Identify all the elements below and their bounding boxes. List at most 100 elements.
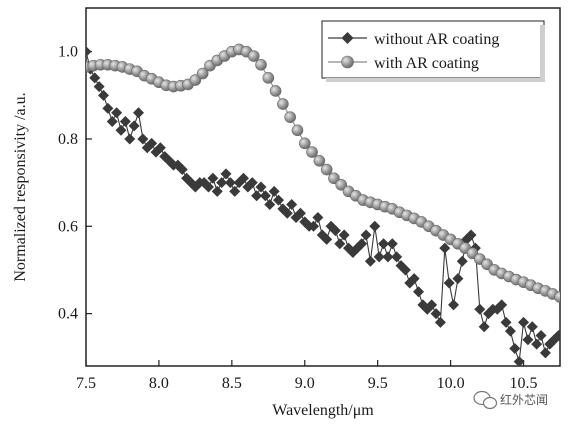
data-point-diamond	[264, 198, 276, 210]
legend-diamond-marker	[341, 32, 354, 44]
legend-circle-marker	[341, 55, 354, 69]
legend-label-without-ar: without AR coating	[374, 31, 499, 48]
data-point-diamond	[378, 238, 390, 250]
data-point-diamond	[539, 347, 551, 359]
data-point-diamond	[474, 303, 486, 315]
x-axis-title: Wavelength/μm	[272, 402, 374, 419]
series-with-ar-coating	[86, 43, 560, 303]
data-point-diamond	[338, 229, 350, 241]
data-point-diamond	[391, 251, 403, 263]
data-point-diamond	[382, 251, 394, 263]
data-point-diamond	[369, 220, 381, 232]
data-point-diamond	[386, 238, 398, 250]
data-point-diamond	[430, 308, 442, 320]
data-point-diamond	[531, 338, 543, 350]
watermark: 红外芯闻	[473, 390, 548, 410]
data-point-diamond	[553, 329, 560, 341]
data-point-diamond	[137, 133, 149, 145]
data-point-diamond	[102, 102, 114, 114]
data-point-diamond	[500, 316, 512, 328]
data-point-diamond	[286, 198, 298, 210]
data-point-diamond	[478, 321, 490, 333]
data-point-diamond	[456, 255, 468, 267]
data-point-diamond	[526, 321, 538, 333]
data-point-circle	[291, 124, 304, 137]
data-point-diamond	[128, 120, 140, 132]
data-point-diamond	[329, 225, 341, 237]
x-axis-ticks: 7.5 8.0 8.5 9.0 9.5 10.0 10.5	[76, 360, 538, 392]
data-point-diamond	[434, 316, 446, 328]
data-point-diamond	[308, 220, 320, 232]
data-point-circle	[196, 67, 209, 80]
data-point-diamond	[224, 177, 236, 189]
data-point-diamond	[373, 251, 385, 263]
x-tick-label: 10.0	[437, 375, 465, 392]
data-point-diamond	[203, 181, 215, 193]
data-point-diamond	[312, 212, 324, 224]
data-point-diamond	[216, 177, 228, 189]
data-point-diamond	[465, 229, 477, 241]
data-point-diamond	[259, 190, 271, 202]
data-point-circle	[554, 291, 560, 303]
data-point-circle	[306, 146, 318, 158]
data-point-diamond	[334, 238, 346, 250]
data-point-circle	[284, 111, 296, 123]
data-point-diamond	[89, 72, 101, 84]
data-point-diamond	[115, 124, 127, 136]
data-point-diamond	[399, 264, 411, 276]
data-point-diamond	[294, 207, 306, 219]
data-point-diamond	[255, 181, 267, 193]
data-point-circle	[335, 179, 348, 191]
data-point-circle	[247, 50, 260, 62]
series-without-ar-coating	[86, 46, 560, 366]
data-point-diamond	[360, 229, 372, 241]
wechat-icon	[473, 390, 498, 410]
data-point-diamond	[364, 255, 376, 267]
y-tick-label: 0.4	[58, 306, 78, 323]
x-tick-label: 10.5	[510, 375, 538, 392]
data-point-diamond	[229, 185, 241, 197]
data-point-diamond	[133, 107, 145, 119]
data-point-circle	[262, 72, 275, 84]
data-point-diamond	[496, 299, 508, 311]
data-point-diamond	[522, 334, 534, 346]
data-point-diamond	[146, 137, 158, 149]
data-point-diamond	[246, 177, 258, 189]
data-point-circle	[328, 172, 340, 185]
data-point-diamond	[220, 168, 232, 180]
data-point-circle	[277, 98, 289, 110]
watermark-text: 红外芯闻	[500, 392, 548, 407]
data-point-diamond	[513, 356, 525, 366]
data-point-diamond	[273, 194, 285, 206]
data-point-circle	[313, 155, 326, 167]
data-point-circle	[255, 58, 267, 71]
data-point-diamond	[504, 325, 516, 337]
data-point-diamond	[413, 286, 425, 298]
data-point-diamond	[251, 190, 263, 202]
data-point-diamond	[124, 133, 136, 145]
data-point-diamond	[106, 116, 118, 128]
data-point-circle	[320, 163, 333, 176]
data-point-diamond	[111, 107, 123, 119]
x-tick-label: 8.5	[222, 375, 242, 392]
data-point-diamond	[98, 89, 110, 101]
y-tick-label: 0.8	[58, 131, 78, 148]
data-point-diamond	[86, 46, 92, 58]
x-tick-label: 9.5	[368, 375, 388, 392]
x-tick-label: 8.0	[149, 375, 169, 392]
data-point-diamond	[154, 142, 166, 154]
data-point-circle	[189, 74, 202, 86]
data-point-diamond	[443, 277, 455, 289]
legend: without AR coating with AR coating	[321, 20, 545, 82]
x-tick-label: 9.0	[295, 375, 315, 392]
data-point-circle	[298, 137, 311, 150]
y-tick-label: 0.6	[58, 218, 78, 235]
legend-label-with-ar: with AR coating	[374, 55, 479, 72]
y-axis-title: Normalized responsivity /a.u.	[12, 92, 29, 281]
data-point-diamond	[509, 343, 521, 355]
data-point-diamond	[408, 273, 420, 285]
data-point-diamond	[281, 207, 293, 219]
data-point-diamond	[426, 299, 438, 311]
data-point-diamond	[535, 329, 547, 341]
data-point-diamond	[119, 116, 131, 128]
